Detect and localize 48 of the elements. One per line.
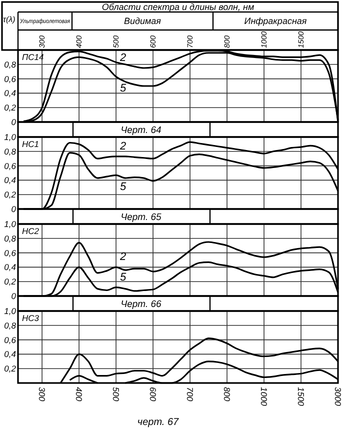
y-tick-label: 0 <box>11 116 16 127</box>
series-label: 5 <box>120 271 128 284</box>
y-tick-label: 0,4 <box>4 349 16 360</box>
text: Черт. 66 <box>120 299 162 310</box>
series-label: 2 <box>119 140 126 152</box>
series-label: 5 <box>120 181 128 194</box>
y-tick-label: 1,0 <box>4 218 16 229</box>
y-tick-label: 0,6 <box>4 160 16 171</box>
text: Черт. 64 <box>120 125 162 136</box>
y-axis-title: τ(λ) <box>3 15 16 24</box>
y-tick-label: 0,6 <box>4 74 16 84</box>
y-tick-label: 0,4 <box>4 262 16 272</box>
x-tick-label: 600 <box>148 387 158 402</box>
x-tick-label: 1000 <box>259 387 270 406</box>
x2-axis-title: Области спектра и длины волн, нм <box>102 2 254 12</box>
x-tick-label: 1500 <box>296 387 306 406</box>
chart-title: НС1 <box>22 139 40 149</box>
y-tick-label: 0,8 <box>4 146 16 156</box>
series-label: 2 <box>119 52 126 64</box>
x-tick-label: 400 <box>74 387 84 402</box>
chart-title: НС2 <box>22 226 40 236</box>
series-label: 5 <box>120 82 128 95</box>
y-tick-label: 0,8 <box>4 59 16 70</box>
y-tick-label: 0,2 <box>4 276 16 287</box>
x-tick-label: 700 <box>185 387 196 402</box>
series-label: 2 <box>119 251 126 264</box>
y-tick-label: 0,6 <box>4 248 16 258</box>
text: черт. 67 <box>137 417 180 428</box>
y-tick-label: 0,8 <box>4 233 16 244</box>
x-tick-label: 500 <box>111 387 122 402</box>
y-tick-label: 0,2 <box>4 364 16 374</box>
y-tick-label: 0,8 <box>4 320 16 330</box>
text: Видимая <box>124 16 162 26</box>
y-tick-label: 0,4 <box>4 175 16 186</box>
y-tick-label: 0 <box>11 204 16 214</box>
y-tick-label: 1,0 <box>4 132 16 142</box>
y-tick-label: 0,6 <box>4 334 16 345</box>
x-tick-label: 3000 <box>333 387 344 406</box>
chart-title: НС3 <box>22 313 40 323</box>
y-tick-label: 0,2 <box>4 102 16 113</box>
y-tick-label: 0,2 <box>4 190 16 200</box>
y-tick-label: 1,0 <box>4 306 16 316</box>
y-tick-label: 0 <box>11 290 16 301</box>
x-tick-label: 800 <box>222 387 232 402</box>
text: Инфракрасная <box>244 16 307 26</box>
text: Черт. 65 <box>120 212 162 223</box>
x-tick-label: 300 <box>37 387 48 402</box>
y-tick-label: 0,4 <box>4 88 16 98</box>
